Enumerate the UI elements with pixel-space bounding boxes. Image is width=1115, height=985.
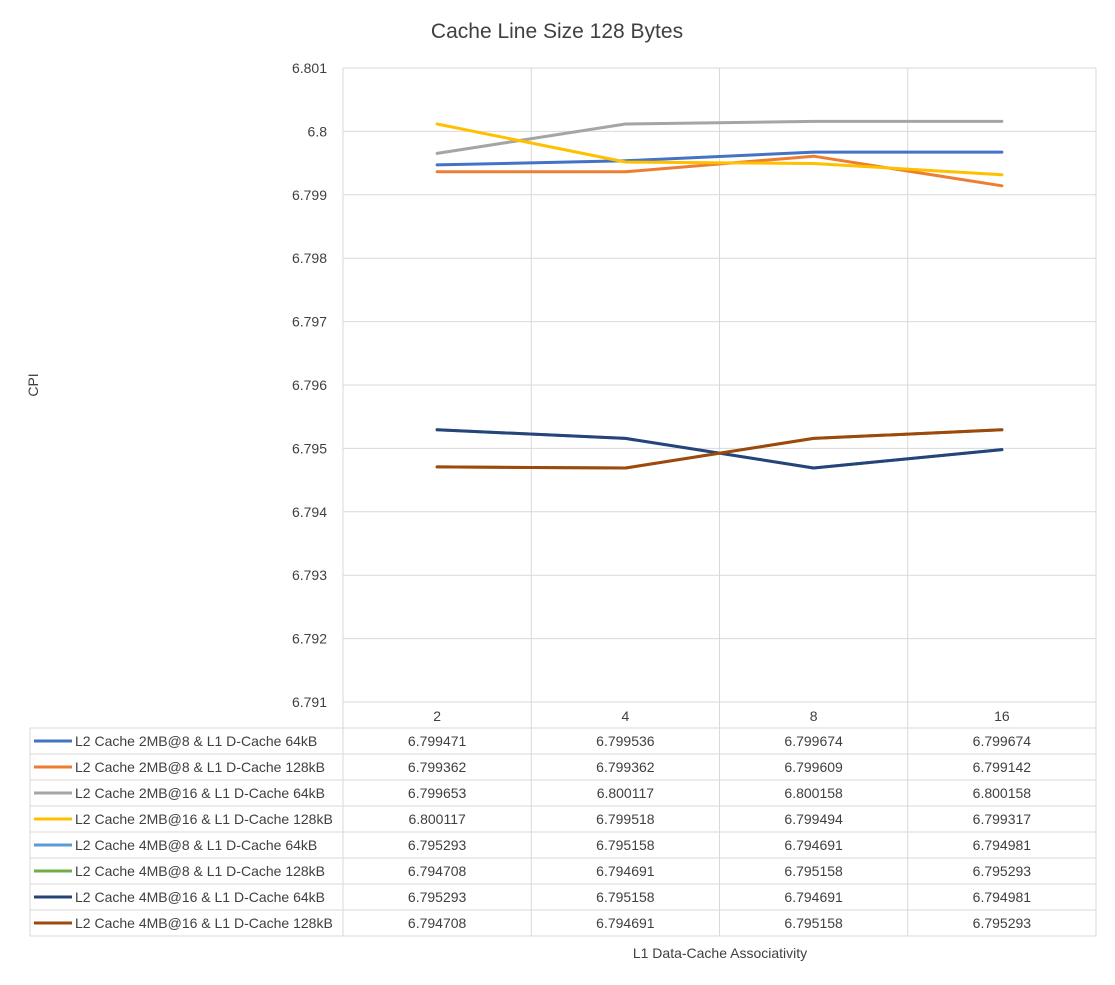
data-cell: 6.795158 [596, 837, 655, 853]
data-cell: 6.794691 [784, 889, 843, 905]
x-tick-label: 16 [994, 708, 1010, 724]
data-cell: 6.799142 [973, 759, 1032, 775]
data-cell: 6.795158 [784, 863, 843, 879]
data-cell: 6.799471 [408, 733, 467, 749]
data-cell: 6.794981 [973, 889, 1032, 905]
data-cell: 6.795293 [408, 837, 467, 853]
y-tick-label: 6.8 [308, 123, 328, 139]
data-cell: 6.799362 [596, 759, 655, 775]
chart-title: Cache Line Size 128 Bytes [431, 20, 683, 43]
legend-entry: L2 Cache 2MB@8 & L1 D-Cache 128kB [75, 759, 325, 775]
x-tick-label: 4 [621, 708, 629, 724]
data-cell: 6.799362 [408, 759, 467, 775]
y-tick-label: 6.794 [292, 504, 327, 520]
x-tick-label: 2 [433, 708, 441, 724]
data-table: L2 Cache 2MB@8 & L1 D-Cache 64kB 6.799471… [34, 733, 1031, 931]
y-tick-label: 6.792 [292, 631, 327, 647]
data-cell: 6.794981 [973, 837, 1032, 853]
data-cell: 6.799674 [784, 733, 843, 749]
y-axis-label: CPI [25, 373, 41, 396]
y-tick-label: 6.799 [292, 187, 327, 203]
legend-entry: L2 Cache 2MB@16 & L1 D-Cache 64kB [75, 785, 325, 801]
data-cell: 6.799518 [596, 811, 655, 827]
data-cell: 6.799674 [973, 733, 1032, 749]
x-axis-label: L1 Data-Cache Associativity [633, 945, 807, 961]
legend-entry: L2 Cache 2MB@8 & L1 D-Cache 64kB [75, 733, 317, 749]
legend-entry: L2 Cache 4MB@8 & L1 D-Cache 128kB [75, 863, 325, 879]
data-cell: 6.799536 [596, 733, 655, 749]
y-tick-label: 6.793 [292, 567, 327, 583]
y-axis-ticks: 6.791 6.792 6.793 6.794 6.795 6.796 6.797 6.798… [292, 60, 1010, 724]
data-cell: 6.800158 [973, 785, 1032, 801]
data-cell: 6.800117 [408, 811, 466, 827]
data-cell: 6.799653 [408, 785, 467, 801]
legend-entry: L2 Cache 4MB@8 & L1 D-Cache 64kB [75, 837, 317, 853]
y-tick-label: 6.801 [292, 60, 327, 76]
data-cell: 6.800117 [597, 785, 655, 801]
data-cell: 6.795293 [408, 889, 467, 905]
y-tick-label: 6.791 [292, 694, 327, 710]
gridlines [29, 67, 1097, 937]
data-cell: 6.794708 [408, 863, 467, 879]
data-cell: 6.795293 [973, 915, 1032, 931]
data-cell: 6.800158 [784, 785, 843, 801]
data-cell: 6.794708 [408, 915, 467, 931]
series-line [435, 122, 1004, 177]
x-tick-label: 8 [810, 708, 818, 724]
data-cell: 6.795158 [596, 889, 655, 905]
legend-entry: L2 Cache 4MB@16 & L1 D-Cache 64kB [75, 889, 325, 905]
series-lines [435, 119, 1004, 470]
series-line [435, 428, 1004, 470]
series-line [435, 150, 1004, 167]
data-cell: 6.794691 [784, 837, 843, 853]
data-cell: 6.795158 [784, 915, 843, 931]
data-cell: 6.799317 [973, 811, 1032, 827]
data-cell: 6.794691 [596, 863, 655, 879]
legend-entry: L2 Cache 4MB@16 & L1 D-Cache 128kB [75, 915, 333, 931]
data-cell: 6.799494 [784, 811, 843, 827]
data-cell: 6.799609 [784, 759, 843, 775]
series-line [435, 119, 1004, 155]
data-cell: 6.794691 [596, 915, 655, 931]
y-tick-label: 6.798 [292, 250, 327, 266]
legend-entry: L2 Cache 2MB@16 & L1 D-Cache 128kB [75, 811, 333, 827]
y-tick-label: 6.795 [292, 440, 327, 456]
data-cell: 6.795293 [973, 863, 1032, 879]
y-tick-label: 6.797 [292, 314, 327, 330]
y-tick-label: 6.796 [292, 377, 327, 393]
